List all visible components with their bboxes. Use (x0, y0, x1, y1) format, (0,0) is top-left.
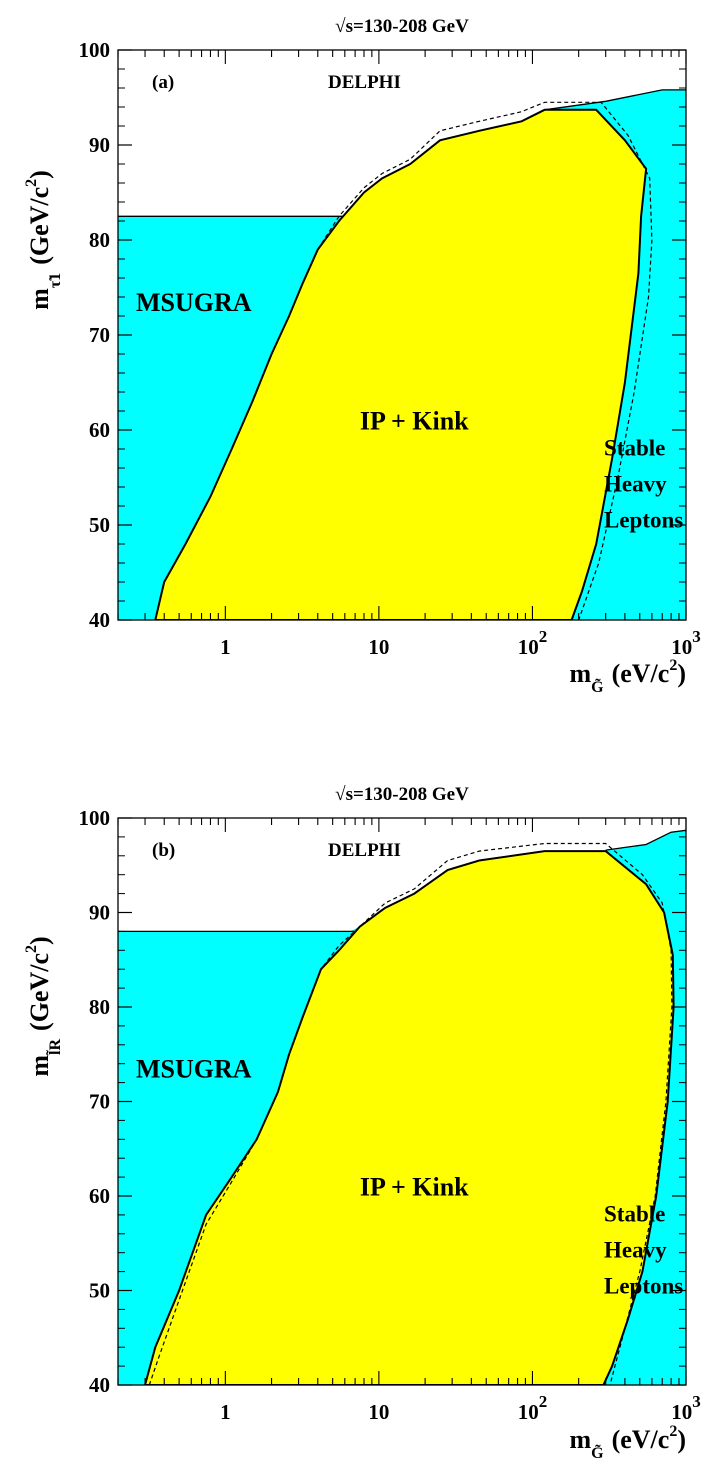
msugra-label: MSUGRA (136, 1054, 252, 1083)
stable-heavy-leptons-label: Heavy (604, 472, 667, 497)
expected-limit-dashed (148, 842, 673, 1385)
y-tick-label: 70 (89, 1090, 110, 1114)
y-tick-label: 80 (89, 228, 110, 252)
x-tick-label: 102 (518, 627, 548, 659)
y-tick-label: 90 (89, 133, 110, 157)
y-tick-label: 100 (79, 38, 111, 62)
x-axis-label: mG̃ (eV/c2) (569, 657, 686, 696)
panel-label: (a) (152, 72, 174, 93)
chart-title: √s=130-208 GeV (335, 784, 469, 805)
plot-area (118, 829, 686, 1385)
x-tick-label: 103 (671, 1392, 701, 1424)
y-axis-label: mτ̃1(GeV/c2) (23, 170, 64, 310)
plot-area (118, 89, 686, 620)
chart-title: √s=130-208 GeV (335, 16, 469, 37)
y-tick-label: 50 (89, 513, 110, 537)
experiment-label: DELPHI (328, 840, 401, 861)
x-tick-label: 10 (368, 1400, 389, 1424)
msugra-label: MSUGRA (136, 288, 252, 317)
stable-heavy-leptons-label: Leptons (604, 1273, 683, 1298)
y-tick-label: 50 (89, 1279, 110, 1303)
x-tick-label: 1 (220, 635, 231, 659)
y-tick-label: 60 (89, 418, 110, 442)
stable-heavy-leptons-label: Stable (604, 1201, 665, 1226)
experiment-label: DELPHI (328, 72, 401, 93)
y-axis-label: ml̃R(GeV/c2) (23, 936, 64, 1076)
x-tick-label: 103 (671, 627, 701, 659)
stable-heavy-leptons-label: Stable (604, 436, 665, 461)
ip-kink-label: IP + Kink (360, 407, 469, 436)
y-tick-label: 100 (79, 806, 111, 830)
expected-limit-dashed (154, 101, 653, 620)
ip-kink-label: IP + Kink (360, 1173, 469, 1202)
x-tick-label: 1 (220, 1400, 231, 1424)
y-tick-label: 70 (89, 323, 110, 347)
stable-heavy-leptons-label: Leptons (604, 508, 683, 533)
y-tick-label: 40 (89, 608, 110, 632)
panel-label: (b) (152, 840, 175, 861)
stable-heavy-leptons-label: Heavy (604, 1237, 667, 1262)
y-tick-label: 90 (89, 901, 110, 925)
y-tick-label: 60 (89, 1184, 110, 1208)
x-axis-label: mG̃ (eV/c2) (569, 1423, 686, 1460)
x-tick-label: 102 (518, 1392, 548, 1424)
cyan-top-boundary (544, 89, 686, 111)
x-tick-label: 10 (368, 635, 389, 659)
ip-kink-region (154, 108, 648, 620)
y-tick-label: 80 (89, 995, 110, 1019)
y-tick-label: 40 (89, 1373, 110, 1397)
cyan-top-boundary (605, 829, 686, 851)
ip-kink-region (143, 850, 675, 1385)
